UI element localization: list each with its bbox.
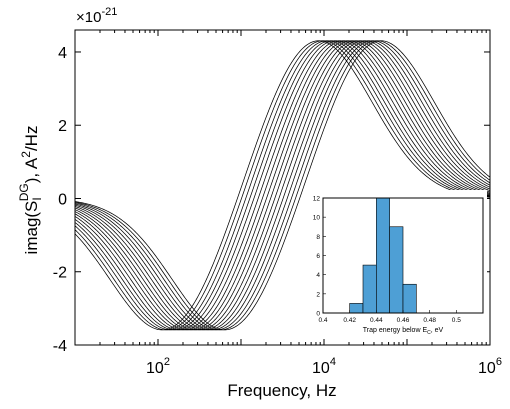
- inset-bars: [349, 197, 417, 314]
- series-line: [74, 40, 491, 331]
- main-plot-frame: [74, 29, 491, 346]
- inset-y-tick-label: 6: [316, 253, 320, 260]
- series-line: [74, 40, 491, 331]
- series-line: [74, 40, 491, 331]
- inset-x-tick-label: 0.48: [423, 317, 436, 324]
- y-tick-label: 0: [58, 191, 67, 208]
- series-line: [74, 40, 491, 331]
- inset-x-axis-label: Trap energy below EC, eV: [363, 327, 444, 336]
- inset-y-tick-label: 0: [316, 311, 320, 318]
- x-tick-label: 104: [312, 356, 336, 377]
- inset-x-tick-label: 0.4: [318, 317, 327, 324]
- series-line: [74, 40, 491, 331]
- inset-x-tick-label: 0.46: [397, 317, 410, 324]
- inset-x-tick-label: 0.5: [452, 317, 461, 324]
- inset-y-tick-label: 10: [313, 215, 321, 222]
- inset-histogram: 0.4 0.42 0.44 0.46 0.48 0.5 0 2 4 6 8 10 12 Trap ene…: [312, 190, 487, 338]
- series-line: [74, 40, 491, 331]
- main-curves: [74, 40, 491, 331]
- inset-y-tick-label: 12: [313, 196, 321, 203]
- series-line: [74, 40, 491, 331]
- series-line: [74, 40, 491, 331]
- y-tick-label: -2: [53, 265, 67, 282]
- series-line: [74, 40, 491, 331]
- inset-x-tick-label: 0.44: [370, 317, 383, 324]
- x-tick-label: 106: [478, 356, 502, 377]
- inset-ticks: 0.4 0.42 0.44 0.46 0.48 0.5 0 2 4 6 8 10 12: [313, 196, 461, 325]
- y-tick-label: 4: [58, 45, 67, 62]
- histogram-bar: [389, 226, 404, 314]
- inset-y-tick-label: 8: [316, 234, 320, 241]
- series-line: [74, 40, 491, 331]
- histogram-bar: [376, 197, 390, 314]
- series-line: [74, 40, 491, 331]
- y-tick-label: -4: [53, 338, 67, 355]
- y-axis-label: imag(SIDG), A2/Hz: [17, 126, 44, 255]
- x-axis-label: Frequency, Hz: [227, 381, 336, 400]
- x-tick-label: 102: [146, 356, 170, 377]
- inset-y-tick-label: 4: [316, 272, 320, 279]
- series-line: [74, 40, 491, 331]
- inset-x-tick-label: 0.42: [343, 317, 356, 324]
- y-tick-label: 2: [58, 118, 67, 135]
- histogram-bar: [349, 303, 364, 314]
- histogram-bar: [362, 264, 377, 314]
- series-line: [74, 40, 491, 331]
- series-line: [74, 40, 491, 331]
- series-line: [74, 40, 491, 331]
- series-line: [74, 40, 491, 331]
- histogram-bar: [402, 283, 417, 314]
- y-exponent-label: ×10-21: [76, 6, 117, 26]
- inset-y-tick-label: 2: [316, 291, 320, 298]
